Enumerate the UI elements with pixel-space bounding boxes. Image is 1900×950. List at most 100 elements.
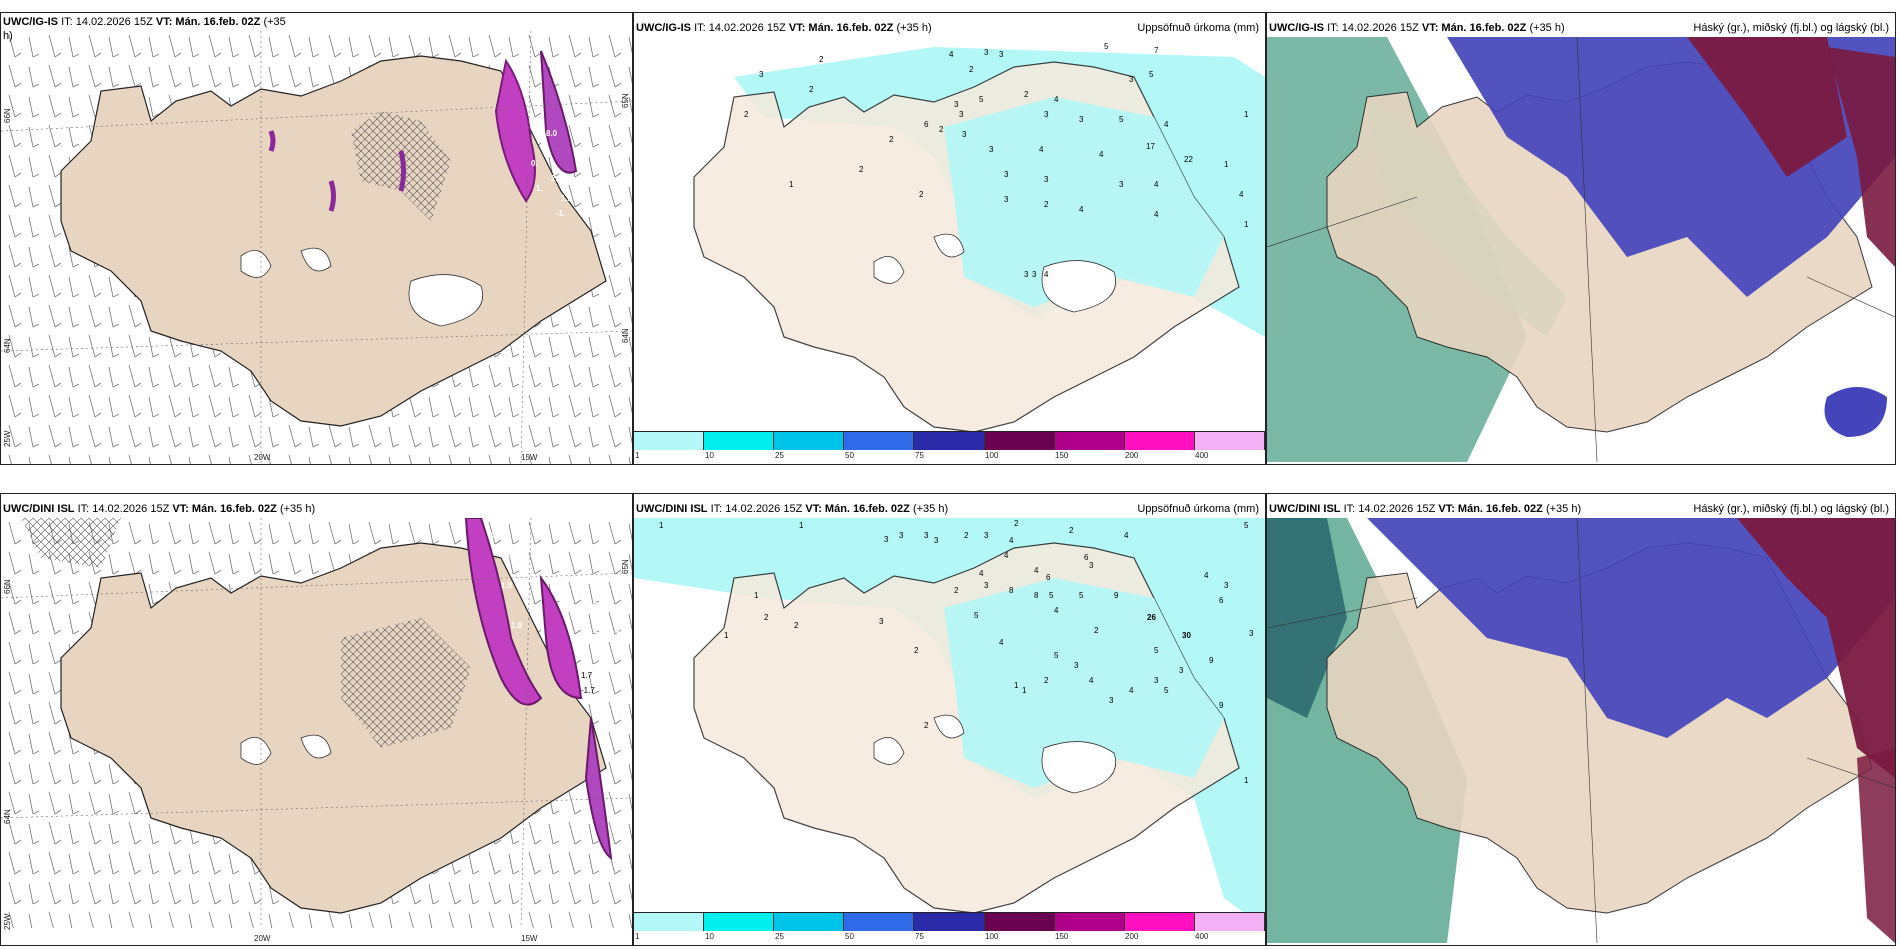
svg-text:2.3: 2.3 <box>491 531 503 540</box>
svg-text:3: 3 <box>962 130 967 139</box>
colorbar-label: 75 <box>915 451 924 460</box>
svg-text:1.: 1. <box>536 184 543 193</box>
cloud-map <box>1267 518 1895 943</box>
svg-text:2: 2 <box>794 621 799 630</box>
svg-text:2: 2 <box>1094 626 1099 635</box>
svg-text:5: 5 <box>974 611 979 620</box>
svg-text:1.2: 1.2 <box>561 194 573 203</box>
colorbar-label: 150 <box>1055 451 1069 460</box>
panel-title: UWC/DINI ISL IT: 14.02.2026 15Z VT: Mán.… <box>1269 503 1889 515</box>
svg-text:1.9: 1.9 <box>501 581 513 590</box>
colorbar-seg <box>1054 432 1125 450</box>
svg-text:1: 1 <box>1224 160 1229 169</box>
svg-text:4: 4 <box>1089 676 1094 685</box>
svg-text:5: 5 <box>1244 521 1249 530</box>
panel-bottom-middle: UWC/DINI ISL IT: 14.02.2026 15Z VT: Mán.… <box>633 493 1266 946</box>
svg-text:3: 3 <box>1224 581 1229 590</box>
colorbar-label: 200 <box>1125 451 1139 460</box>
svg-text:9: 9 <box>1114 591 1119 600</box>
panel-title: UWC/DINI ISL IT: 14.02.2026 15Z VT: Mán.… <box>3 503 316 515</box>
svg-text:1: 1 <box>799 521 804 530</box>
svg-text:2.4: 2.4 <box>501 551 513 560</box>
svg-text:1: 1 <box>659 521 664 530</box>
svg-text:4: 4 <box>1054 606 1059 615</box>
panel-title: UWC/DINI ISL IT: 14.02.2026 15Z VT: Mán.… <box>636 503 1259 515</box>
colorbar-seg <box>1054 913 1125 931</box>
colorbar-seg <box>1194 913 1265 931</box>
svg-text:1: 1 <box>1014 681 1019 690</box>
colorbar-label: 10 <box>705 451 714 460</box>
svg-text:3: 3 <box>884 535 889 544</box>
svg-text:3: 3 <box>984 581 989 590</box>
colorbar-label: 25 <box>775 932 784 941</box>
svg-text:2.1: 2.1 <box>586 626 598 635</box>
colorbar-seg <box>1124 432 1195 450</box>
precip-map: 2 4 3 3 2 7 5 5 3 2 3 6 3 3 5 4 3 2 3 5 … <box>693 42 1265 433</box>
wind-map: 8.0 0. 2. 1.2 1. -1. 0.7 <box>1 31 632 464</box>
colorbar-label: 400 <box>1195 932 1209 941</box>
svg-text:2: 2 <box>1014 519 1019 528</box>
svg-text:4: 4 <box>1054 95 1059 104</box>
svg-text:4: 4 <box>1129 686 1134 695</box>
colorbar-seg <box>844 432 915 450</box>
wind-values: 2.3 2.4 1.9 2.2 2.1 1.8 1.7 -1.7 1.1 <box>491 531 628 695</box>
panel-bottom-left: UWC/DINI ISL IT: 14.02.2026 15Z VT: Mán.… <box>0 493 633 946</box>
svg-text:1: 1 <box>1244 776 1249 785</box>
svg-text:30: 30 <box>1182 631 1191 640</box>
svg-text:26: 26 <box>1147 613 1156 622</box>
svg-text:5: 5 <box>1079 591 1084 600</box>
lat-label: 64N <box>3 338 12 353</box>
svg-text:3: 3 <box>1079 115 1084 124</box>
svg-text:2: 2 <box>1024 90 1029 99</box>
svg-text:3: 3 <box>1004 195 1009 204</box>
lon-label: 20W <box>254 453 271 462</box>
colorbar-seg <box>704 432 775 450</box>
svg-text:3: 3 <box>1109 696 1114 705</box>
colorbar-label: 10 <box>705 932 714 941</box>
svg-text:2: 2 <box>914 646 919 655</box>
svg-text:5: 5 <box>1119 115 1124 124</box>
svg-text:9: 9 <box>1209 656 1214 665</box>
svg-text:2: 2 <box>919 190 924 199</box>
precip-values: 1 1 2 5 3 3 3 3 2 3 4 2 4 4 3 6 4 6 4 3 … <box>659 519 1254 785</box>
svg-text:2: 2 <box>764 613 769 622</box>
precip-map: 1 1 2 5 3 3 3 3 2 3 4 2 4 4 3 6 4 6 4 3 … <box>634 518 1265 928</box>
svg-text:3: 3 <box>1249 629 1254 638</box>
lat-label: 66N <box>3 579 12 594</box>
svg-text:2: 2 <box>939 125 944 134</box>
svg-text:4: 4 <box>1154 210 1159 219</box>
colorbar-seg <box>984 913 1055 931</box>
svg-text:4: 4 <box>1164 120 1169 129</box>
svg-text:2.: 2. <box>551 174 558 183</box>
colorbar-label: 25 <box>775 451 784 460</box>
lon-label: 15W <box>521 453 538 462</box>
svg-text:4: 4 <box>1034 566 1039 575</box>
colorbar-seg <box>1194 432 1265 450</box>
svg-text:1: 1 <box>789 180 794 189</box>
colorbar-label: 1 <box>635 451 640 460</box>
svg-text:5: 5 <box>1104 42 1109 51</box>
svg-text:2: 2 <box>859 165 864 174</box>
svg-text:3: 3 <box>924 531 929 540</box>
svg-text:4: 4 <box>1044 270 1049 279</box>
svg-text:4: 4 <box>1124 531 1129 540</box>
svg-text:3: 3 <box>1089 561 1094 570</box>
colorbar-seg <box>704 913 775 931</box>
svg-text:7: 7 <box>1154 46 1159 55</box>
lon-label: 15W <box>521 934 538 943</box>
colorbar-label: 150 <box>1055 932 1069 941</box>
svg-text:3: 3 <box>999 50 1004 59</box>
colorbar-label: 50 <box>845 451 854 460</box>
lon-label: 20W <box>254 934 271 943</box>
svg-text:3: 3 <box>934 536 939 545</box>
svg-text:3: 3 <box>759 70 764 79</box>
wind-values: 8.0 0. 2. 1.2 1. -1. 0.7 <box>461 129 573 295</box>
svg-text:8.0: 8.0 <box>546 129 558 138</box>
svg-text:4: 4 <box>1009 536 1014 545</box>
svg-text:8: 8 <box>1034 591 1039 600</box>
svg-text:17: 17 <box>1146 142 1155 151</box>
svg-text:2: 2 <box>964 531 969 540</box>
svg-text:3: 3 <box>984 48 989 57</box>
svg-text:5: 5 <box>1164 686 1169 695</box>
colorbar-seg <box>634 432 705 450</box>
